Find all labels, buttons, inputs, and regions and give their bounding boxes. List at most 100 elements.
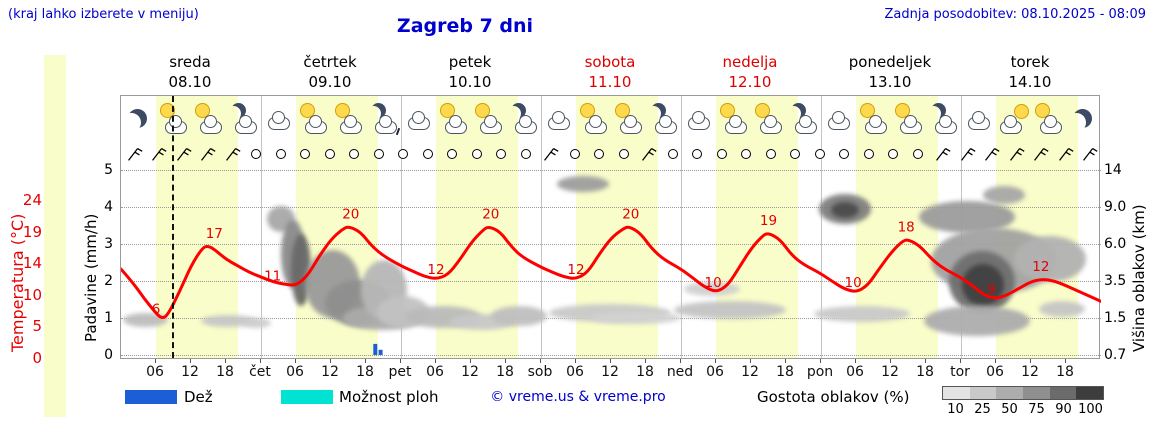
cloud-density-value: 75	[1028, 402, 1045, 417]
weather-icon-moon-cloud-rain	[366, 100, 401, 142]
cloud-icon	[620, 115, 642, 134]
x-tick-label: čet	[249, 364, 271, 380]
cloud-blob	[1014, 236, 1086, 282]
temperature-tick: 14	[22, 254, 42, 273]
wind-calm	[881, 142, 906, 166]
wind-barb	[979, 142, 1004, 166]
gridline	[121, 170, 1101, 171]
calm-wind-icon	[741, 149, 751, 159]
cloud-density-values: 10 25 50 75 90 100	[942, 402, 1104, 417]
wind-barb	[146, 142, 171, 166]
cloud-icon	[795, 115, 817, 134]
wind-calm	[660, 142, 685, 166]
precip-tick: 2	[104, 273, 113, 289]
showers-legend-label: Možnost ploh	[339, 388, 439, 406]
x-tickmark	[960, 359, 961, 363]
cloud-density-value: 90	[1055, 402, 1072, 417]
cloud-icon	[165, 115, 187, 134]
weather-icon-sun-cloud	[891, 100, 926, 142]
weather-icon-sun-cloud	[436, 100, 471, 142]
sun-icon	[160, 103, 175, 118]
day-date: 13.10	[868, 72, 912, 91]
cloud-height-tick: 1.5	[1104, 310, 1127, 326]
calm-wind-icon	[839, 149, 849, 159]
precip-axis: 5 4 3 2 1 0	[97, 0, 113, 443]
x-tickmark	[750, 359, 751, 363]
cloud-icon	[200, 115, 222, 134]
cloud-density-swatch	[969, 387, 997, 399]
wind-calm	[366, 142, 391, 166]
rain-legend-label: Dež	[184, 388, 213, 406]
sun-icon	[755, 103, 770, 118]
calm-wind-icon	[790, 149, 800, 159]
x-tick-label: 06	[426, 364, 444, 380]
cloud-density-scale: 10 25 50 75 90 100	[942, 386, 1104, 417]
wind-barb-icon	[176, 147, 192, 161]
x-tickmark	[295, 359, 296, 363]
cloud-icon	[340, 115, 362, 134]
sun-icon	[440, 103, 455, 118]
weather-icon-sun-cloud	[856, 100, 891, 142]
wind-barb-icon	[985, 147, 1000, 161]
weather-icon-sun-cloud	[471, 100, 506, 142]
x-tickmark	[820, 359, 821, 363]
wind-barb-icon	[201, 147, 216, 161]
temperature-value-label: 20	[482, 206, 499, 222]
weather-icon-sun-cloud	[751, 100, 786, 142]
copyright-link[interactable]: © vreme.us & vreme.pro	[490, 389, 666, 405]
meteogram-figure: 6 17 11 20 12 20 12 20 10 19 10 18 9 12	[120, 95, 1102, 359]
cloud-icon	[235, 115, 257, 134]
cloud-icon	[865, 115, 887, 134]
x-tickmark	[225, 359, 226, 363]
sun-icon	[335, 103, 350, 118]
day-separator	[681, 96, 682, 358]
temperature-tick: 10	[22, 285, 42, 304]
current-time-line	[172, 96, 175, 358]
wind-barb	[1077, 142, 1102, 166]
wind-barb	[170, 142, 195, 166]
weather-icon-sun-cloud	[576, 100, 611, 142]
calm-wind-icon	[765, 149, 776, 159]
cloud-icon	[515, 115, 537, 134]
cloud-icon	[375, 115, 397, 134]
temperature-value-label: 20	[342, 206, 359, 222]
weather-icon-sun-cloud	[611, 100, 646, 142]
precip-tick: 0	[104, 347, 113, 363]
day-separator	[541, 96, 542, 358]
cloud-icon	[548, 111, 570, 130]
weather-icon-cloud-sun	[996, 100, 1031, 142]
wind-barb	[219, 142, 244, 166]
temperature-value-label: 12	[567, 262, 584, 278]
temperature-tick: 19	[22, 222, 42, 241]
wind-calm	[317, 142, 342, 166]
x-tick-label: 12	[881, 364, 899, 380]
calm-wind-icon	[471, 149, 482, 159]
cloud-density-swatch	[996, 387, 1024, 399]
cloud-blob	[201, 315, 256, 327]
x-tickmark	[645, 359, 646, 363]
wind-calm	[905, 142, 930, 166]
cloud-icon	[968, 111, 990, 130]
x-tick-label: 12	[741, 364, 759, 380]
page-title: Zagreb 7 dni	[396, 15, 534, 37]
wind-barb-icon	[1009, 147, 1025, 161]
calm-wind-icon	[667, 149, 678, 159]
cloud-icon	[725, 115, 747, 134]
day-header: četrtek 09.10	[260, 53, 400, 93]
x-tick-label: sob	[527, 364, 553, 380]
cloud-icon	[935, 115, 957, 134]
temperature-value-label: 20	[622, 206, 639, 222]
x-tickmark	[505, 359, 506, 363]
rain-bar	[373, 343, 378, 355]
cloud-icon	[445, 115, 467, 134]
x-tick-label: 18	[216, 364, 234, 380]
wind-calm	[709, 142, 734, 166]
gridline	[121, 244, 1101, 245]
temperature-tick: 5	[32, 317, 42, 336]
wind-calm	[587, 142, 612, 166]
cloud-density-bar	[942, 386, 1104, 400]
cloud-blob	[983, 186, 1025, 204]
calm-wind-icon	[324, 149, 335, 159]
cloud-density-value: 25	[974, 402, 991, 417]
